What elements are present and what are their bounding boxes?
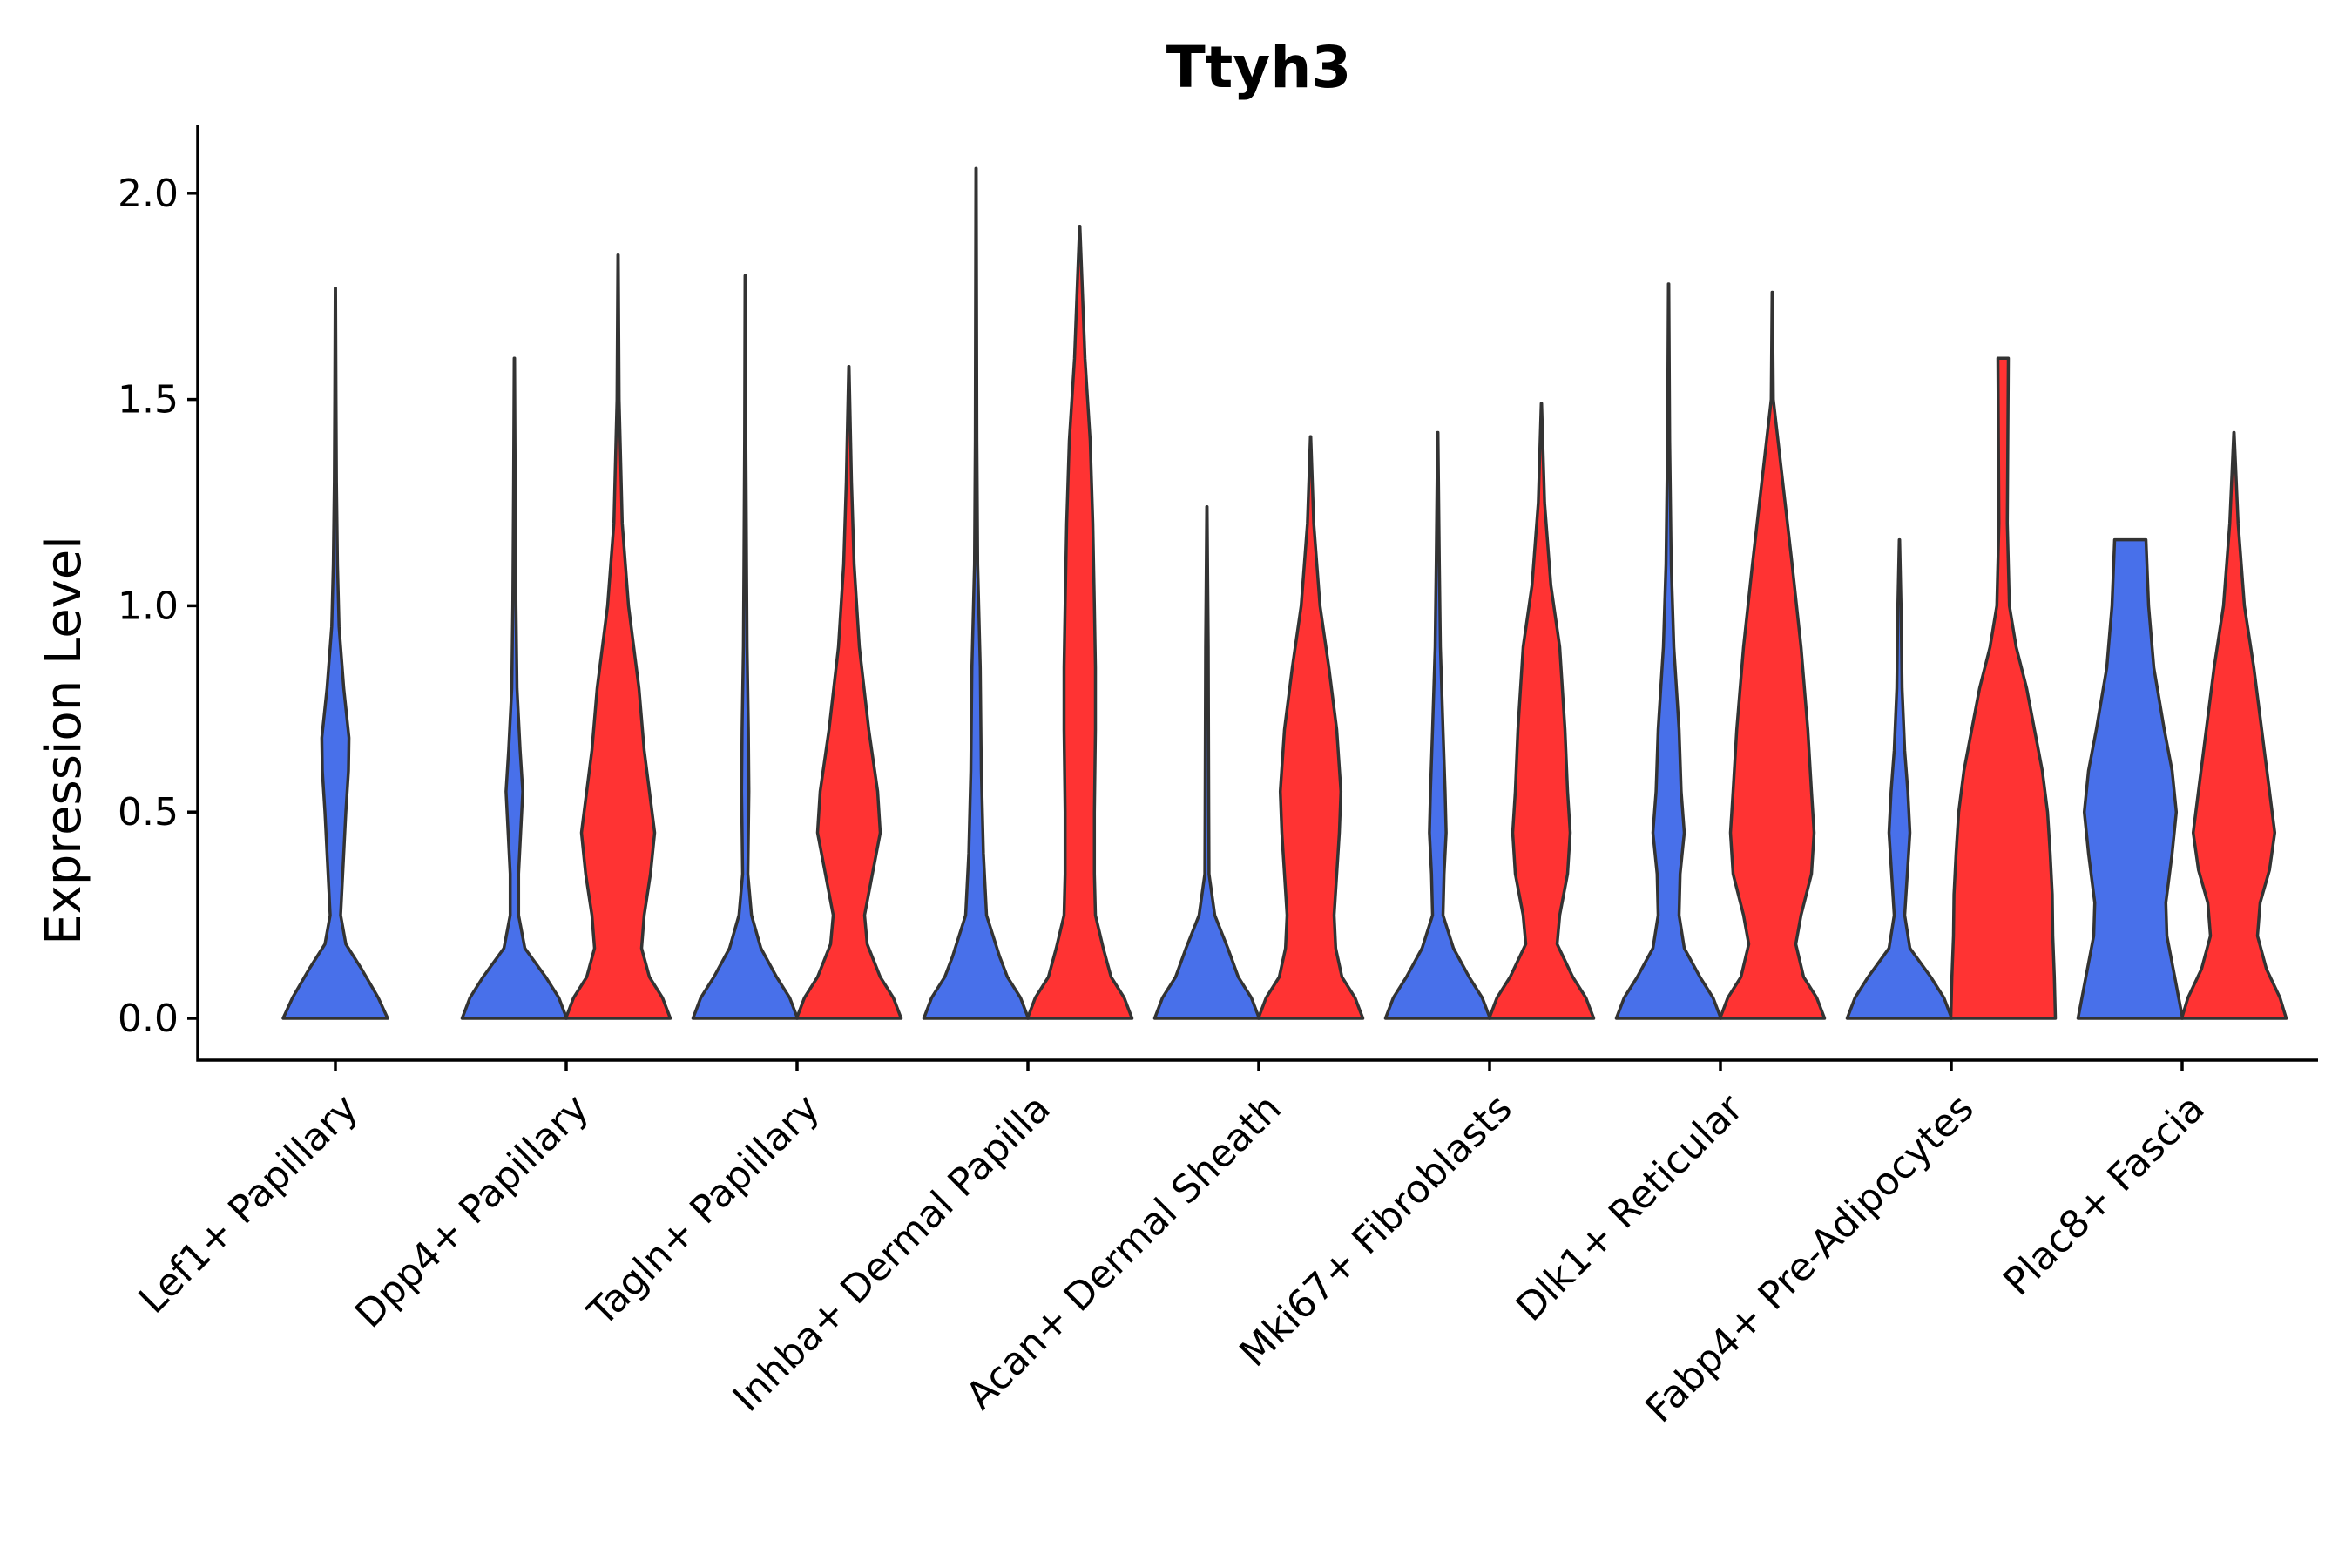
violin-tagln-papillary-group-2 — [794, 364, 903, 1020]
violin-fabp4-pre-adipocytes-group-1 — [1845, 537, 1954, 1020]
x-tick-label-dpp4-papillary: Dpp4+ Papillary — [347, 1086, 598, 1337]
violin-inhba-dermal-papilla-group-2 — [1025, 224, 1134, 1020]
chart-title: Ttyh3 — [1166, 34, 1352, 101]
violin-dpp4-papillary-group-1 — [460, 356, 569, 1020]
violin-acan-dermal-sheath-group-2 — [1256, 435, 1365, 1020]
violin-fabp4-pre-adipocytes-group-2 — [1949, 356, 2058, 1020]
x-tick-label-lef1-papillary: Lef1+ Papillary — [131, 1086, 367, 1322]
y-tick-label: 1.0 — [118, 584, 179, 628]
x-tick-label-tagln-papillary: Tagln+ Papillary — [579, 1086, 828, 1335]
violin-mki67-fibroblasts-group-2 — [1487, 402, 1596, 1020]
axis-lines — [196, 125, 2318, 1062]
y-axis-label: Expression Level — [36, 536, 92, 945]
violin-acan-dermal-sheath-group-1 — [1152, 504, 1261, 1020]
violin-dlk1-reticular-group-1 — [1614, 282, 1723, 1020]
violin-mki67-fibroblasts-group-1 — [1383, 430, 1492, 1020]
violin-plac8-fascia-group-1 — [2076, 537, 2185, 1020]
violin-inhba-dermal-papilla-group-1 — [922, 166, 1031, 1020]
violin-dlk1-reticular-group-2 — [1718, 290, 1827, 1020]
violin-dpp4-papillary-group-2 — [564, 253, 672, 1020]
violin-tagln-papillary-group-1 — [691, 274, 800, 1020]
violin-plac8-fascia-group-2 — [2180, 430, 2288, 1020]
x-tick-label-dlk1-reticular: Dlk1+ Reticular — [1508, 1085, 1753, 1330]
y-tick-label: 0.0 — [118, 997, 179, 1041]
violin-lef1-papillary-group-1 — [281, 286, 389, 1020]
y-tick-label: 0.5 — [118, 790, 179, 835]
y-tick-label: 1.5 — [118, 378, 179, 422]
violin-layer — [281, 166, 2288, 1020]
x-tick-label-plac8-fascia: Plac8+ Fascia — [1995, 1086, 2213, 1305]
y-axis-ticks: 0.0 0.5 1.0 1.5 2.0 — [118, 172, 198, 1041]
y-tick-label: 2.0 — [118, 172, 179, 216]
